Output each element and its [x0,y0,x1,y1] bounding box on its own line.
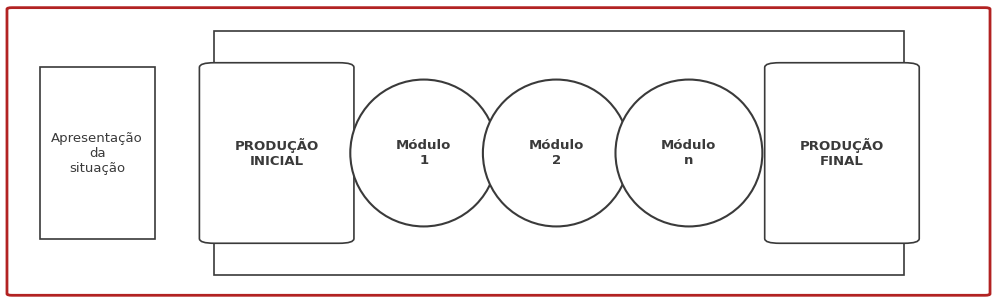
Text: Módulo
1: Módulo 1 [396,139,452,167]
Text: Apresentação
da
situação: Apresentação da situação [51,132,144,174]
FancyBboxPatch shape [199,63,354,243]
Ellipse shape [615,80,763,226]
Ellipse shape [350,80,498,226]
Text: PRODUÇÃO
INICIAL: PRODUÇÃO INICIAL [234,138,319,168]
Text: Módulo
n: Módulo n [661,139,717,167]
FancyBboxPatch shape [40,67,155,239]
FancyBboxPatch shape [7,8,990,295]
Ellipse shape [483,80,630,226]
FancyBboxPatch shape [765,63,919,243]
Text: Módulo
2: Módulo 2 [528,139,584,167]
Text: PRODUÇÃO
FINAL: PRODUÇÃO FINAL [800,138,884,168]
Bar [214,31,904,275]
